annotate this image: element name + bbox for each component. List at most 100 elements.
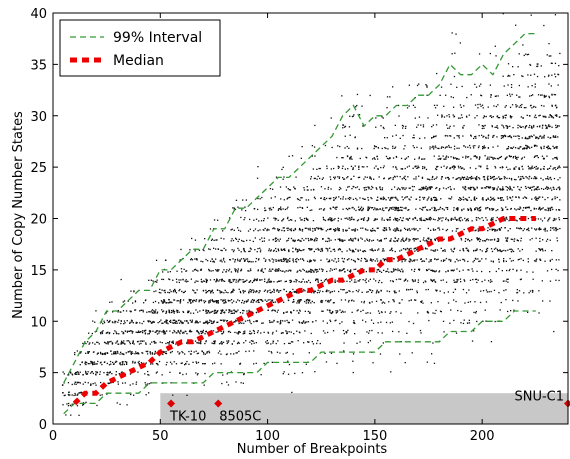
scatter-point	[320, 301, 322, 303]
scatter-point	[289, 281, 291, 283]
scatter-point	[476, 281, 478, 284]
scatter-point	[501, 209, 503, 212]
scatter-point	[263, 229, 265, 231]
scatter-point	[334, 320, 336, 322]
scatter-point	[425, 289, 427, 291]
scatter-point	[124, 382, 126, 384]
scatter-point	[553, 177, 556, 180]
scatter-point	[531, 125, 533, 127]
scatter-point	[173, 310, 176, 313]
scatter-point	[551, 258, 553, 261]
scatter-point	[495, 247, 497, 249]
scatter-point	[435, 177, 437, 180]
scatter-point	[62, 371, 64, 373]
scatter-point	[319, 227, 321, 229]
scatter-point	[349, 290, 351, 293]
scatter-point	[161, 302, 164, 304]
scatter-point	[172, 342, 174, 344]
scatter-point	[300, 240, 302, 242]
scatter-point	[333, 199, 335, 201]
scatter-point	[377, 147, 380, 149]
scatter-point	[453, 148, 456, 150]
scatter-point	[340, 311, 342, 314]
scatter-point	[473, 137, 475, 140]
scatter-point	[295, 258, 297, 261]
scatter-point	[287, 261, 289, 263]
scatter-point	[176, 270, 178, 272]
scatter-point	[477, 230, 479, 232]
scatter-point	[503, 260, 505, 262]
scatter-point	[331, 269, 333, 271]
scatter-point	[151, 310, 153, 312]
scatter-point	[141, 352, 143, 354]
scatter-point	[426, 86, 428, 88]
scatter-point	[555, 209, 557, 211]
scatter-point	[479, 207, 481, 209]
scatter-point	[249, 268, 252, 270]
scatter-point	[455, 228, 458, 230]
scatter-point	[324, 188, 326, 190]
scatter-point	[485, 199, 487, 201]
scatter-point	[509, 116, 512, 118]
scatter-point	[273, 227, 275, 229]
scatter-point	[199, 321, 201, 323]
scatter-point	[439, 206, 442, 208]
scatter-point	[443, 209, 445, 211]
scatter-point	[487, 147, 490, 149]
scatter-point	[187, 311, 189, 314]
scatter-point	[205, 310, 207, 312]
scatter-point	[401, 168, 404, 170]
scatter-point	[394, 237, 397, 239]
scatter-point	[290, 281, 293, 283]
scatter-point	[381, 217, 383, 219]
scatter-point	[304, 290, 306, 292]
scatter-point	[375, 208, 377, 210]
scatter-point	[470, 208, 472, 210]
scatter-point	[160, 319, 162, 321]
scatter-point	[347, 208, 349, 211]
scatter-point	[252, 340, 254, 342]
scatter-point	[531, 198, 533, 200]
scatter-point	[376, 260, 379, 262]
scatter-point	[331, 219, 334, 221]
scatter-point	[547, 145, 550, 147]
scatter-point	[253, 342, 255, 344]
scatter-point	[76, 381, 79, 383]
scatter-point	[277, 209, 279, 211]
scatter-point	[377, 196, 379, 198]
scatter-point	[182, 322, 184, 324]
scatter-point	[525, 144, 527, 147]
scatter-point	[68, 374, 70, 376]
scatter-point	[418, 83, 420, 85]
scatter-point	[286, 332, 288, 334]
scatter-point	[358, 166, 360, 168]
scatter-point	[314, 124, 316, 127]
scatter-point	[428, 196, 430, 198]
scatter-point	[248, 311, 250, 313]
scatter-point	[464, 146, 467, 148]
scatter-point	[99, 331, 102, 334]
scatter-point	[354, 237, 357, 240]
scatter-point	[483, 145, 485, 147]
scatter-point	[348, 258, 350, 260]
scatter-point	[366, 176, 368, 178]
scatter-point	[407, 209, 409, 211]
scatter-point	[414, 229, 416, 231]
scatter-point	[534, 83, 536, 85]
scatter-point	[472, 186, 474, 188]
scatter-point	[204, 363, 206, 365]
scatter-point	[342, 311, 344, 313]
scatter-point	[246, 239, 248, 242]
scatter-point	[68, 391, 70, 393]
scatter-point	[510, 251, 513, 253]
scatter-point	[328, 240, 330, 242]
scatter-point	[382, 258, 384, 260]
scatter-point	[296, 257, 298, 260]
scatter-point	[420, 189, 422, 191]
scatter-point	[212, 330, 215, 332]
scatter-point	[395, 219, 397, 222]
scatter-point	[250, 322, 252, 325]
scatter-point	[502, 136, 504, 139]
scatter-point	[251, 289, 253, 291]
scatter-point	[272, 340, 275, 343]
